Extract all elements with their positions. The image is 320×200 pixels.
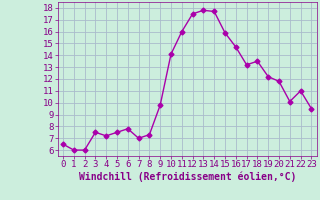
X-axis label: Windchill (Refroidissement éolien,°C): Windchill (Refroidissement éolien,°C) bbox=[78, 172, 296, 182]
